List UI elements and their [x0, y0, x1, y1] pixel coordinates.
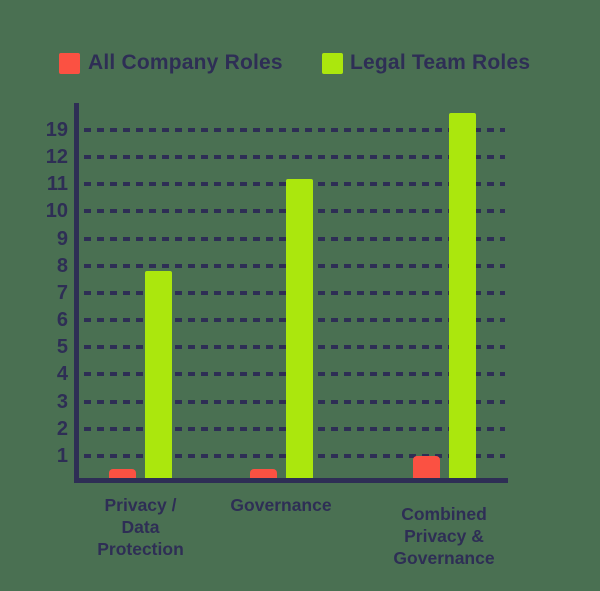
gridline-19 [84, 127, 505, 132]
x-axis-line [74, 478, 508, 483]
all-company-roles-swatch-icon [59, 53, 80, 74]
y-tick-label-5: 5 [56, 336, 68, 359]
x-tick-label-1: Governance [196, 494, 366, 516]
bar-legal-team-2 [448, 113, 476, 483]
y-tick-label-10: 10 [45, 200, 68, 223]
y-tick-label-11: 11 [46, 173, 68, 196]
y-tick-label-9: 9 [56, 227, 68, 250]
x-tick-label-line: Privacy / [104, 495, 177, 515]
y-tick-label-1: 1 [56, 444, 68, 467]
legend-label-legal-team-roles: Legal Team Roles [350, 51, 531, 74]
y-tick-label-8: 8 [56, 254, 68, 277]
y-tick-label-19: 19 [45, 118, 68, 141]
bar-legal-team-1 [285, 178, 313, 483]
bar-legal-team-0 [145, 271, 172, 483]
y-tick-label-12: 12 [45, 146, 68, 168]
x-tick-label-0: Privacy / Data Protection [56, 494, 226, 560]
y-tick-label-2: 2 [56, 417, 68, 440]
y-axis-line [74, 103, 79, 483]
x-tick-label-2: Combined Privacy & Governance [359, 503, 529, 569]
gridline-12 [84, 155, 505, 159]
x-tick-label-line: Data [121, 517, 160, 537]
y-tick-label-7: 7 [56, 281, 68, 304]
y-tick-label-6: 6 [56, 309, 68, 331]
legend-label-all-company-roles: All Company Roles [88, 51, 283, 74]
x-tick-label-line: Governance [230, 495, 332, 515]
x-tick-label-line: Protection [97, 539, 184, 559]
x-tick-label-line: Combined [401, 504, 487, 524]
legal-team-roles-swatch-icon [322, 53, 343, 74]
x-tick-label-line: Privacy & [404, 526, 484, 546]
y-tick-label-3: 3 [56, 390, 68, 413]
x-tick-label-line: Governance [393, 548, 495, 568]
y-tick-label-4: 4 [56, 363, 68, 386]
